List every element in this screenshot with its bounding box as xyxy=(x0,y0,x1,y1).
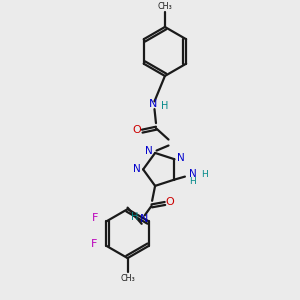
Text: N: N xyxy=(145,146,153,156)
Text: N: N xyxy=(140,214,148,224)
Text: O: O xyxy=(166,197,174,207)
Text: F: F xyxy=(92,213,98,224)
Text: N: N xyxy=(177,153,184,163)
Text: H: H xyxy=(131,212,139,222)
Text: H: H xyxy=(201,170,208,179)
Text: N: N xyxy=(189,169,197,179)
Text: N: N xyxy=(133,164,140,174)
Text: F: F xyxy=(91,239,98,249)
Text: H: H xyxy=(190,178,196,187)
Text: CH₃: CH₃ xyxy=(120,274,135,283)
Text: N: N xyxy=(149,99,157,109)
Text: CH₃: CH₃ xyxy=(158,2,172,11)
Text: O: O xyxy=(132,125,141,135)
Text: H: H xyxy=(160,101,168,111)
